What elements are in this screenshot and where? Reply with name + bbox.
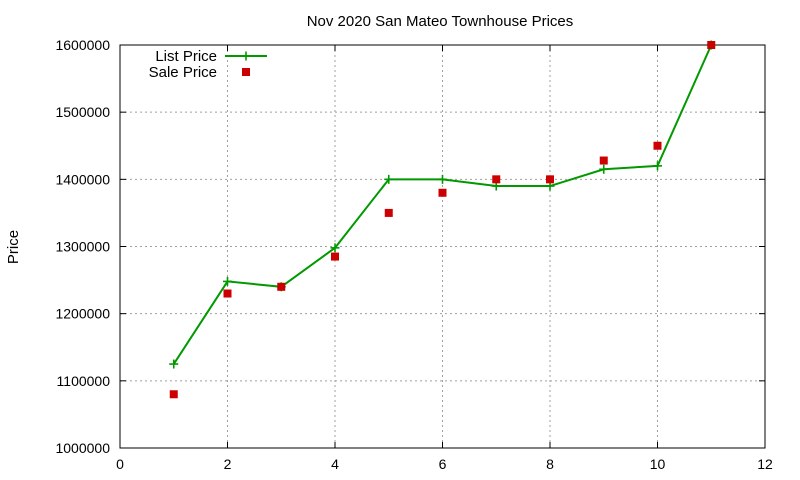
y-tick-label: 1600000: [55, 37, 110, 53]
x-tick-label: 4: [331, 456, 339, 472]
axis-ticks: 0 2 4 6 8 10 12 1000000 1100000 1200000 1300000 140…: [55, 37, 773, 472]
x-tick-label: 0: [116, 456, 124, 472]
x-tick-label: 6: [439, 456, 447, 472]
list-price-point: [438, 174, 447, 184]
sale-price-point: [653, 141, 662, 150]
sale-price-point: [384, 208, 393, 217]
sale-price-point: [599, 156, 608, 165]
y-tick-label: 1200000: [55, 306, 110, 322]
sale-price-point: [277, 282, 286, 291]
y-tick-label: 1500000: [55, 104, 110, 120]
y-tick-label: 1400000: [55, 171, 110, 187]
sale-price-point: [169, 390, 178, 399]
series-list-price: [169, 40, 716, 369]
plot-frame: [119, 44, 766, 449]
list-price-point: [653, 161, 662, 171]
legend-label-sale-price: Sale Price: [149, 64, 217, 81]
y-axis-label: Price: [5, 230, 22, 264]
legend-sample-list-price-marker: [241, 51, 251, 61]
list-price-point: [599, 164, 609, 174]
legend-sample-sale-price-marker: [242, 68, 250, 76]
sale-price-point: [438, 188, 447, 197]
x-tick-label: 8: [546, 456, 554, 472]
legend-label-list-price: List Price: [155, 48, 217, 65]
x-tick-label: 10: [650, 456, 666, 472]
chart-title: Nov 2020 San Mateo Townhouse Prices: [307, 13, 574, 30]
series-layer: [169, 40, 716, 399]
sale-price-point: [546, 175, 554, 184]
legend: List Price Sale Price: [149, 48, 267, 81]
y-tick-label: 1100000: [57, 373, 111, 389]
list-price-point: [223, 276, 232, 286]
sale-price-point: [331, 252, 339, 261]
series-sale-price: [169, 41, 716, 399]
sale-price-point: [492, 175, 501, 184]
y-tick-label: 1000000: [55, 440, 110, 456]
list-price-point: [384, 174, 394, 184]
sale-price-point: [707, 41, 716, 49]
list-price-point: [330, 243, 340, 253]
x-tick-label: 12: [757, 456, 773, 472]
x-tick-label: 2: [224, 456, 232, 472]
sale-price-point: [223, 289, 232, 298]
grid-lines: [120, 45, 765, 448]
list-price-point: [169, 359, 179, 369]
y-tick-label: 1300000: [55, 239, 110, 255]
